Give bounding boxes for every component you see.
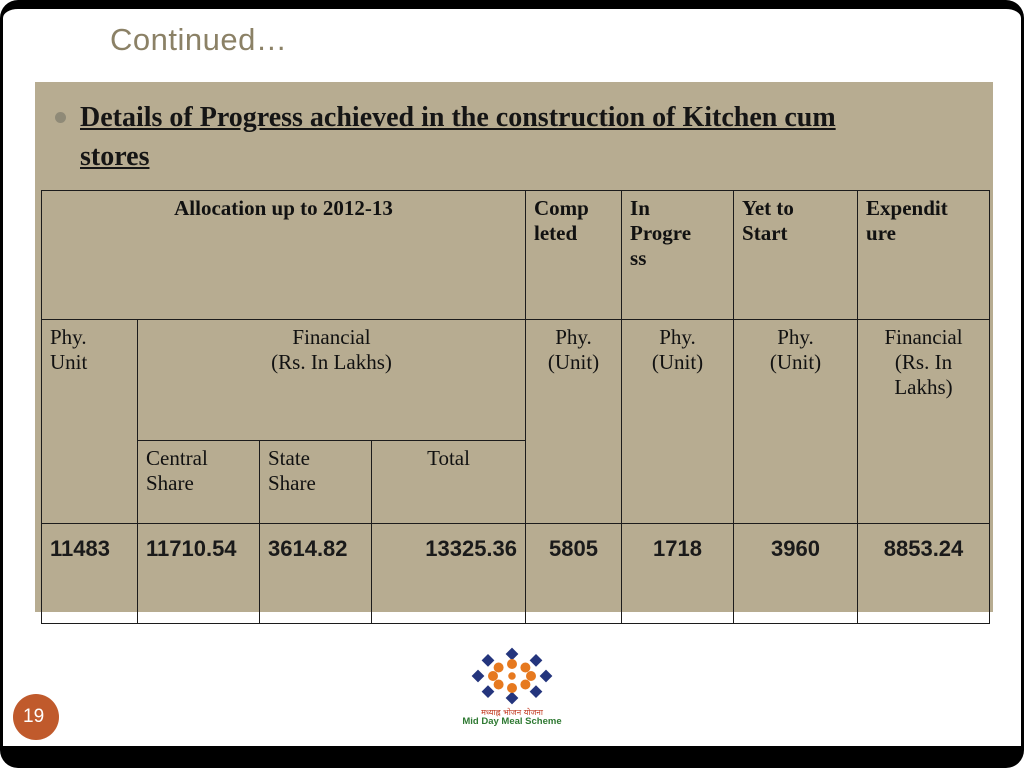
header-phy-yet-to-start: Phy. (Unit) xyxy=(733,319,859,525)
value-expenditure: 8853.24 xyxy=(857,523,991,625)
logo-text-english: Mid Day Meal Scheme xyxy=(462,716,562,728)
header-in-progress: In Progre ss xyxy=(621,190,735,321)
header-phy-in-progress: Phy. (Unit) xyxy=(621,319,735,525)
value-yet-to-start: 3960 xyxy=(733,523,859,625)
page-number: 19 xyxy=(23,706,45,727)
section-heading: Details of Progress achieved in the cons… xyxy=(80,102,836,173)
mdm-logo-emblem xyxy=(471,647,553,705)
header-central-share: Central Share xyxy=(137,440,260,525)
header-expenditure: Expendit ure xyxy=(857,190,991,321)
header-financial-expenditure: Financial (Rs. In Lakhs) xyxy=(857,319,991,525)
content-panel: Details of Progress achieved in the cons… xyxy=(35,82,993,625)
header-phy-unit: Phy. Unit xyxy=(41,319,138,525)
header-phy-completed: Phy. (Unit) xyxy=(525,319,623,525)
dot-ring xyxy=(488,659,536,693)
header-financial: Financial (Rs. In Lakhs) xyxy=(136,319,527,442)
header-completed: Comp leted xyxy=(525,190,623,321)
header-total: Total xyxy=(370,440,527,525)
value-in-progress: 1718 xyxy=(621,523,735,625)
center-dot xyxy=(506,670,518,682)
logo-text-hindi: मध्याह्न भोजन योजना xyxy=(481,707,543,717)
bullet-icon xyxy=(55,112,66,123)
value-central-share: 11710.54 xyxy=(137,523,260,625)
value-completed: 5805 xyxy=(525,523,623,625)
progress-table: Allocation up to 2012-13 Comp leted In P… xyxy=(40,190,991,625)
mdm-logo: मध्याह्न भोजन योजना Mid Day Meal Scheme xyxy=(412,646,612,728)
value-state-share: 3614.82 xyxy=(259,523,372,625)
page-number-badge: 19 xyxy=(13,694,59,740)
header-allocation: Allocation up to 2012-13 xyxy=(40,190,527,321)
heading-row: Details of Progress achieved in the cons… xyxy=(35,82,993,176)
header-yet-to-start: Yet to Start xyxy=(733,190,859,321)
slide-title: Continued… xyxy=(110,22,288,57)
header-state-share: State Share xyxy=(259,440,372,525)
value-total: 13325.36 xyxy=(370,523,527,625)
value-phy-unit: 11483 xyxy=(41,523,138,625)
